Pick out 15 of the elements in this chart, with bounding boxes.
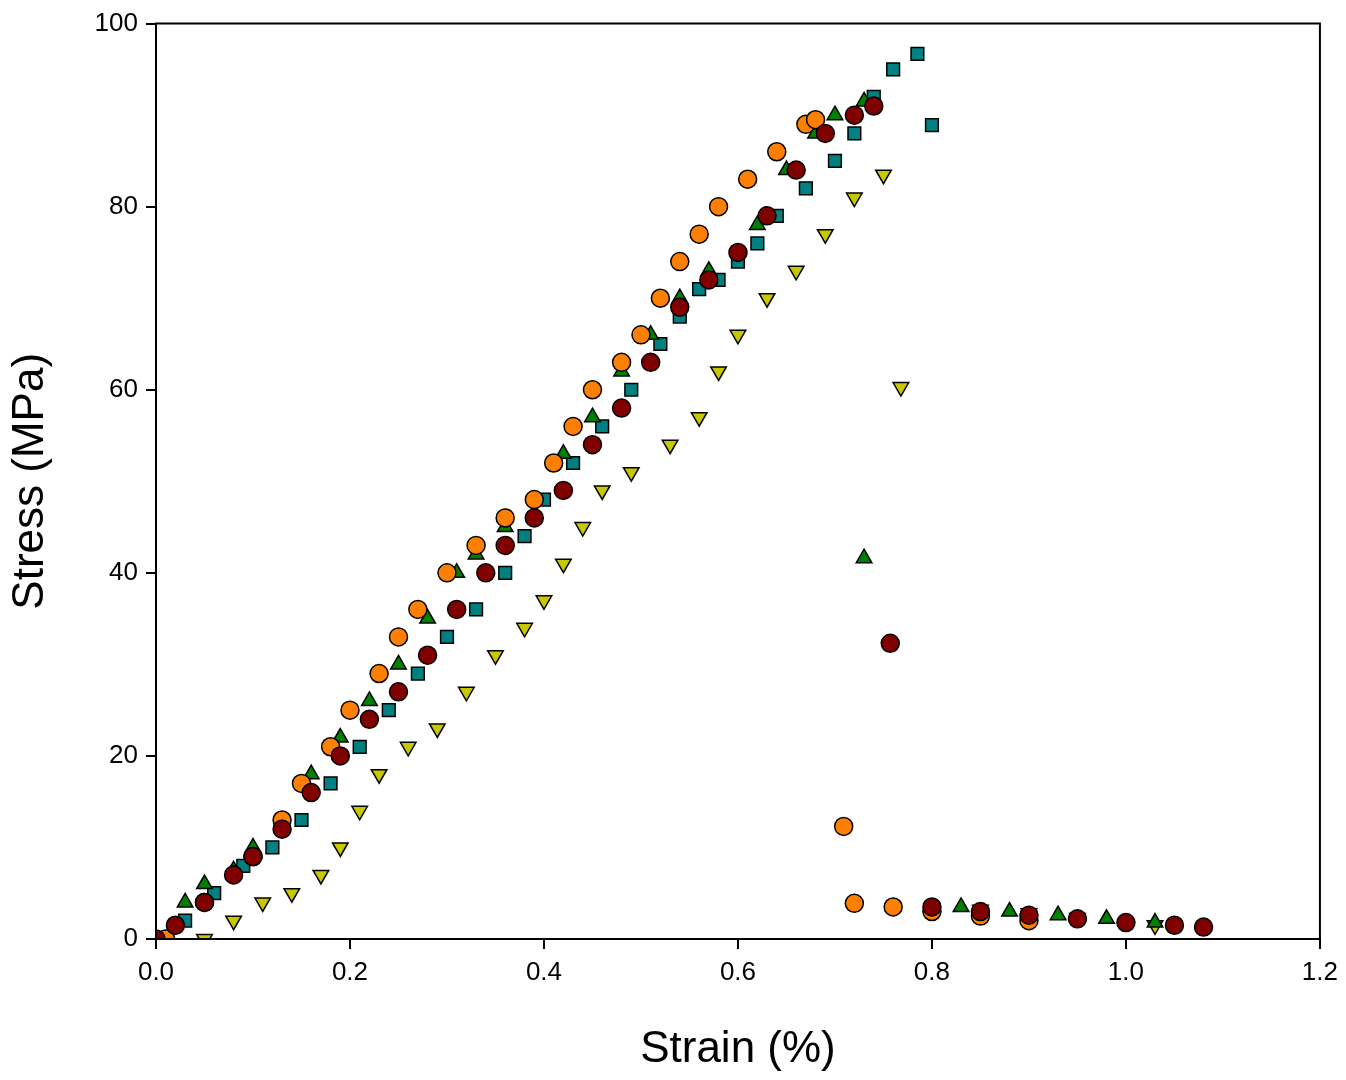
x-tick-label: 0.6 bbox=[719, 955, 757, 986]
y-tick-label: 40 bbox=[109, 556, 138, 587]
x-axis-title: Strain (%) bbox=[640, 1021, 836, 1071]
y-tick-label: 60 bbox=[109, 372, 138, 403]
x-tick-label: 0.8 bbox=[913, 955, 951, 986]
y-axis-title: Stress (MPa) bbox=[2, 352, 52, 610]
x-tick-label: 1.2 bbox=[1301, 955, 1339, 986]
x-tick-label: 0.4 bbox=[525, 955, 563, 986]
x-tick-label: 0.0 bbox=[137, 955, 175, 986]
y-tick-label: 0 bbox=[123, 922, 138, 953]
x-tick-label: 1.0 bbox=[1107, 955, 1145, 986]
x-tick-label: 0.2 bbox=[331, 955, 369, 986]
y-tick-label: 20 bbox=[109, 739, 138, 770]
y-tick-label: 80 bbox=[109, 189, 138, 220]
y-tick-label: 100 bbox=[94, 6, 138, 37]
